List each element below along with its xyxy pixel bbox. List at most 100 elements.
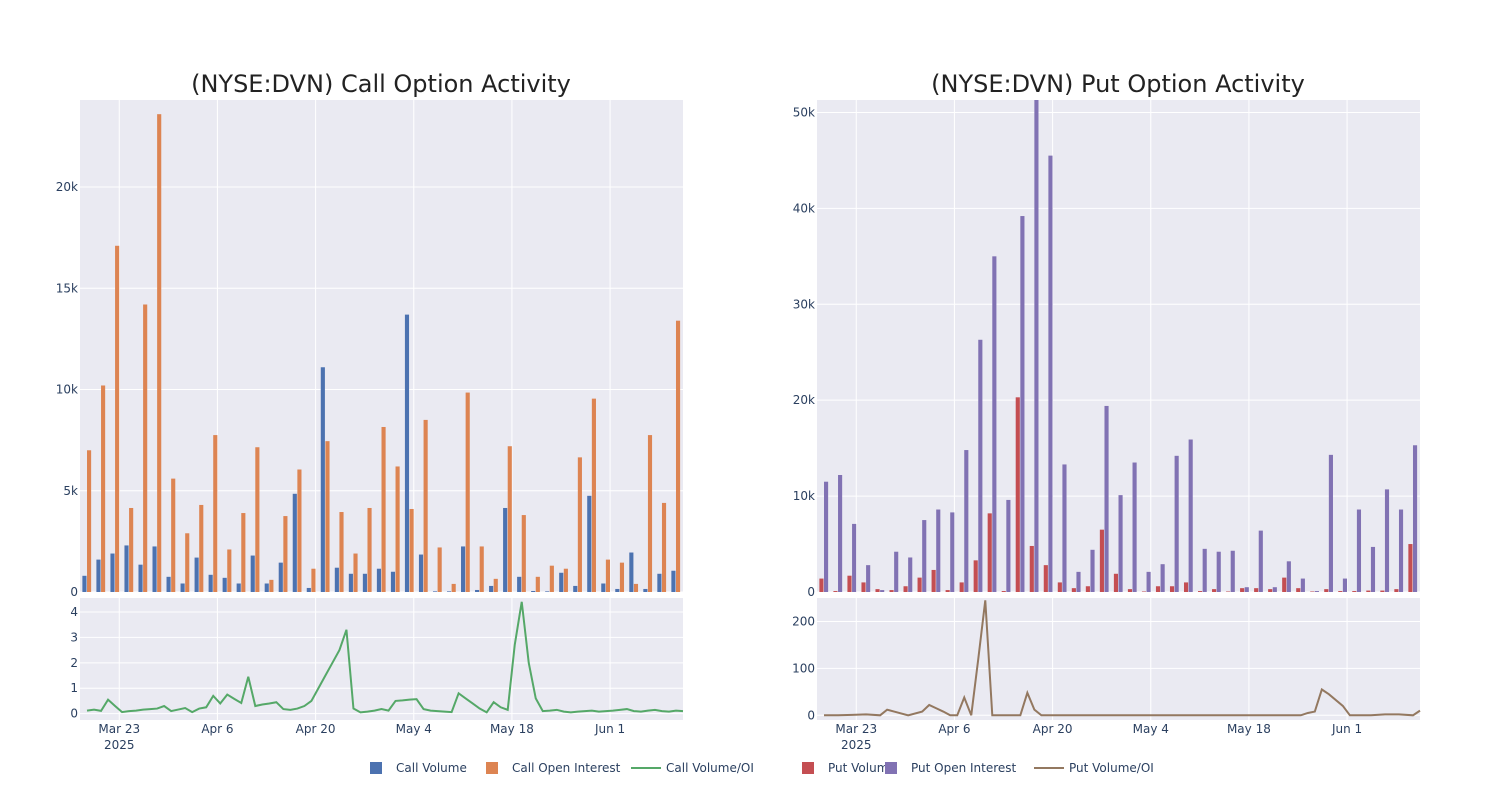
put-volume-bar [1324,589,1328,592]
call-ratio-y-tick-label: 4 [70,605,78,619]
put-volume-bar [1366,591,1370,592]
call-volume-bar [124,545,128,592]
put-x-tick-label: Apr 20 [1033,722,1073,736]
put-volume-bar [946,590,950,592]
put-open-interest-bar [922,520,926,592]
call-volume-bar [643,589,647,592]
call-open-interest-bar [199,505,203,592]
put-open-interest-bar [1104,406,1108,592]
call-volume-bar [615,589,619,592]
call-ratio-y-tick-label: 3 [70,630,78,644]
put-open-interest-bar [1357,510,1361,592]
put-open-interest-bar [978,340,982,592]
put-open-interest-bar [1273,587,1277,592]
call-volume-bar [419,555,423,592]
put-volume-bar [1408,544,1412,592]
put-ratio-y-tick-label: 0 [807,708,815,722]
put-open-interest-bar [1371,547,1375,592]
call-open-interest-bar [213,435,217,592]
call-volume-bar [377,569,381,592]
put-open-interest-bar [1231,551,1235,592]
call-open-interest-bar [87,450,91,592]
call-ratio-y-tick-label: 1 [70,681,78,695]
put-volume-bar [1212,589,1216,592]
call-open-interest-bar [606,560,610,592]
put-volume-bar [1282,578,1286,592]
put-x-tick-label: May 4 [1133,722,1169,736]
call-bar-y-tick-label: 5k [63,484,78,498]
call-volume-bar [237,583,241,592]
call-x-tick-label: Apr 20 [296,722,336,736]
call-volume-bar [96,560,100,592]
call-volume-bar [671,571,675,592]
put-ratio-plot-area [817,598,1420,720]
call-open-interest-bar [648,435,652,592]
put-volume-bar [1016,397,1020,592]
call-bar-y-tick-label: 15k [56,281,78,295]
put-bar-y-tick-label: 20k [793,393,815,407]
put-open-interest-bar [1315,591,1319,592]
put-open-interest-bar [1217,552,1221,592]
call-open-interest-bar [115,246,119,592]
call-ratio-y-tick-label: 2 [70,656,78,670]
put-open-interest-bar [1147,572,1151,592]
put-volume-bar [833,591,837,592]
put-open-interest-bar [936,510,940,592]
call-open-interest-bar [143,304,147,592]
put-volume-bar [1044,565,1048,592]
put-open-interest-bar [1048,156,1052,592]
call-open-interest-bar [241,513,245,592]
call-volume-bar [573,586,577,592]
put-volume-bar [1100,530,1104,592]
call-volume-bar [167,577,171,592]
call-open-interest-bar [255,447,259,592]
put-volume-bar [847,576,851,592]
call-open-interest-bar [494,579,498,592]
put-open-interest-bar [1090,550,1094,592]
call-volume-bar [138,565,142,592]
put-volume-bar [1268,589,1272,592]
put-volume-bar [1170,586,1174,592]
put-volume-bar [1352,591,1356,592]
put-ratio-y-tick-label: 100 [792,661,815,675]
put-volume-bar [819,579,823,592]
call-volume-bar [447,591,451,592]
call-ratio-plot-area [80,598,683,720]
put-bar-y-tick-label: 30k [793,297,815,311]
call-volume-bar [223,578,227,592]
put-open-interest-bar [838,475,842,592]
put-open-interest-bar [880,590,884,592]
call-open-interest-bar [424,420,428,592]
call-open-interest-bar [550,566,554,592]
legend-label: Put Volume/OI [1069,761,1154,775]
call-open-interest-bar [311,569,315,592]
put-open-interest-bar [1329,455,1333,592]
put-x-tick-year-label: 2025 [841,738,872,752]
call-open-interest-bar [592,399,596,592]
put-volume-bar [960,582,964,592]
call-open-interest-bar [396,466,400,592]
put-open-interest-bar [1245,587,1249,592]
call-open-interest-bar [227,549,231,592]
put-x-tick-label: May 18 [1227,722,1271,736]
put-open-interest-bar [852,524,856,592]
put-volume-bar [1072,588,1076,592]
put-volume-bar [1338,591,1342,592]
put-bar-y-tick-label: 10k [793,489,815,503]
call-open-interest-bar [480,546,484,592]
put-open-interest-bar [950,512,954,592]
put-volume-bar [890,590,894,592]
put-open-interest-bar [1259,531,1263,592]
call-open-interest-bar [157,114,161,592]
put-open-interest-bar [1133,463,1137,592]
put-chart-title: (NYSE:DVN) Put Option Activity [931,70,1305,98]
call-open-interest-bar [269,580,273,592]
put-volume-bar [988,513,992,592]
put-volume-bar [1184,582,1188,592]
